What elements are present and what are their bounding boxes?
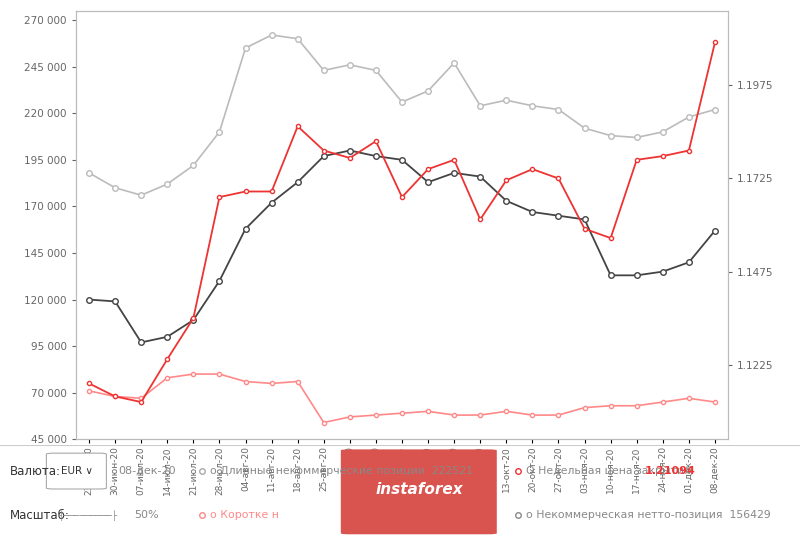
FancyBboxPatch shape: [46, 453, 106, 489]
Text: О Недельная цена закрытия: О Недельная цена закрытия: [526, 466, 698, 476]
Text: о Некоммерческая нетто-позиция  156429: о Некоммерческая нетто-позиция 156429: [526, 510, 771, 521]
Text: instaforex: instaforex: [375, 482, 463, 497]
Text: 08-дек-20: 08-дек-20: [118, 466, 176, 476]
Text: 1.21094: 1.21094: [645, 466, 696, 476]
Text: Масштаб:: Масштаб:: [10, 509, 70, 522]
Text: о Коротке н: о Коротке н: [210, 510, 279, 521]
Text: о Длинные некоммерческие позиции  222521: о Длинные некоммерческие позиции 222521: [210, 466, 474, 476]
Text: Валюта:: Валюта:: [10, 465, 61, 478]
Text: 50%: 50%: [134, 510, 159, 521]
FancyBboxPatch shape: [341, 450, 497, 534]
Text: ┤─────────├: ┤─────────├: [58, 510, 117, 521]
Text: EUR ∨: EUR ∨: [61, 466, 93, 476]
